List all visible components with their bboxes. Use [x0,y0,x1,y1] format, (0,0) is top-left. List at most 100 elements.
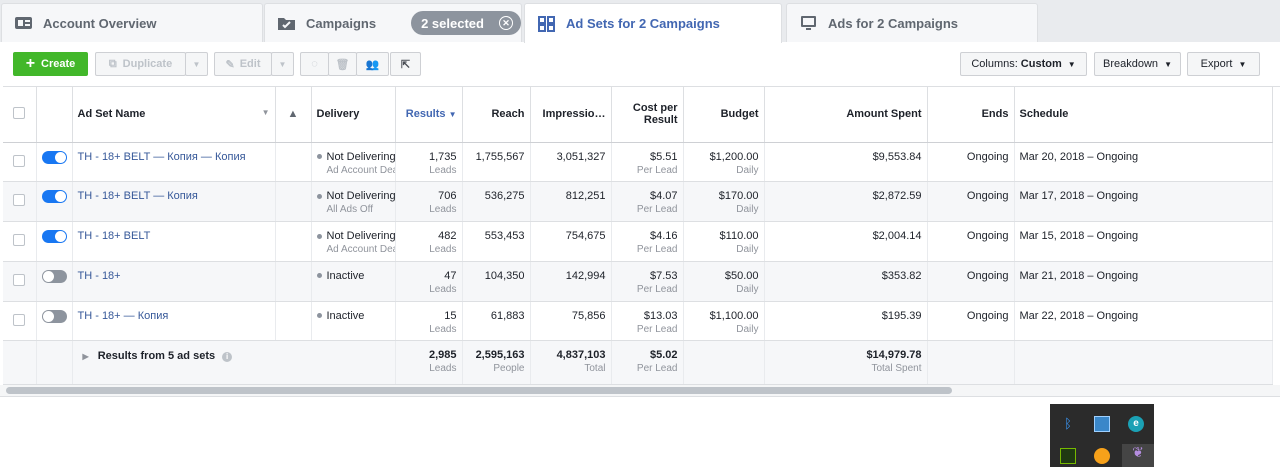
delivery-status: Inactive [326,269,365,282]
header-spent-label: Amount Spent [846,108,922,121]
budget-value: $1,200.00 [709,150,759,163]
selected-count-badge[interactable]: 2 selected ✕ [411,11,521,35]
cost-cell: $13.03 Per Lead [611,301,684,342]
clear-selection-icon[interactable]: ✕ [499,16,513,30]
tab-campaigns[interactable]: Campaigns 2 selected ✕ [264,3,522,42]
table-row[interactable]: TH - 18+ — Копия Inactive 15 Leads 61,883 75,… [3,301,1273,342]
cost-value: $13.03 [643,309,678,322]
preview-button[interactable]: ⇱ [390,52,421,76]
select-all-checkbox[interactable] [13,106,26,119]
header-delivery-label: Delivery [316,108,360,121]
ad-set-name-link[interactable]: TH - 18+ [77,269,121,282]
ad-set-name-link[interactable]: TH - 18+ BELT — Копия [77,190,198,203]
bluetooth-icon[interactable]: ᛒ [1064,416,1072,431]
ad-set-name-link[interactable]: TH - 18+ BELT [77,230,151,243]
export-button[interactable]: Export ▼ [1187,52,1260,76]
spent-cell: $2,872.59 [764,181,928,223]
ad-set-status-toggle[interactable] [41,230,67,244]
table-row[interactable]: TH - 18+ Inactive 47 Leads 104,350 142,994 $7.… [3,261,1273,302]
delivery-status: Not Delivering [326,150,395,163]
header-amount-spent[interactable]: Amount Spent [764,87,928,143]
table-row[interactable]: TH - 18+ BELT Not Delivering Ad Account De… [3,221,1273,262]
budget-cell[interactable]: $1,200.00 Daily [683,142,765,183]
tab-bar: Account Overview Campaigns 2 selected ✕ … [0,0,1280,43]
paint-app-icon[interactable] [1094,448,1110,464]
ad-set-status-toggle[interactable] [41,150,67,164]
results-value: 1,735 [428,150,457,163]
table-row[interactable]: TH - 18+ BELT — Копия — Копия Not Deliver… [3,142,1273,183]
warning-cell [275,301,312,342]
ad-set-status-toggle[interactable] [41,309,67,323]
row-checkbox[interactable] [13,273,26,286]
header-ad-set-name[interactable]: Ad Set Name ▼ [72,87,276,143]
budget-cell[interactable]: $170.00 Daily [683,181,765,223]
header-ends[interactable]: Ends [927,87,1015,143]
ad-set-name-link[interactable]: TH - 18+ — Копия [77,309,169,322]
totals-label-cell[interactable]: ▶ Results from 5 ad sets i [72,340,396,386]
reach-cell: 1,755,567 [462,142,531,183]
feather-app-icon[interactable]: ❦ [1122,444,1154,467]
header-budget[interactable]: Budget [683,87,765,143]
budget-cell[interactable]: $110.00 Daily [683,221,765,262]
row-checkbox[interactable] [13,313,26,326]
status-dot [316,193,322,199]
tab-ad-sets[interactable]: Ad Sets for 2 Campaigns [524,3,782,43]
ab-test-button[interactable]: 👥 [356,52,389,76]
row-checkbox[interactable] [13,154,26,167]
columns-button[interactable]: Columns: Custom ▼ [960,52,1087,76]
header-impressions-label: Impressio… [542,108,606,121]
delete-button[interactable]: 🗑 [328,52,357,76]
row-checkbox[interactable] [13,234,26,247]
reach-value: 1,755,567 [475,150,525,163]
selected-count-label: 2 selected [421,15,484,31]
schedule-value: Mar 21, 2018 – Ongoing [1019,269,1139,282]
ad-set-status-toggle[interactable] [41,269,67,283]
impressions-value: 142,994 [565,269,606,282]
header-ends-label: Ends [981,108,1009,121]
toggle-status-button[interactable]: ◌ [300,52,329,76]
results-unit: Leads [429,164,457,176]
budget-unit: Daily [736,204,759,216]
totals-empty [36,340,73,386]
export-label: Export [1200,58,1233,70]
header-schedule[interactable]: Schedule [1014,87,1273,143]
edit-button[interactable]: ✎ Edit [214,52,272,76]
breakdown-button[interactable]: Breakdown ▼ [1094,52,1181,76]
header-impressions[interactable]: Impressio… [530,87,612,143]
cost-unit: Per Lead [636,244,678,256]
ad-set-status-toggle[interactable] [41,190,67,204]
preview-icon: ⇱ [400,58,411,71]
tab-ads[interactable]: Ads for 2 Campaigns [786,3,1038,42]
nvidia-icon[interactable] [1060,448,1076,464]
edit-dropdown[interactable]: ▼ [271,52,294,76]
budget-cell[interactable]: $1,100.00 Daily [683,301,765,342]
results-value: 706 [438,190,457,203]
header-cost-per-result[interactable]: Cost per Result [611,87,684,143]
cost-unit: Per Lead [636,204,678,216]
network-monitor-icon[interactable] [1094,416,1110,432]
totals-cost-unit: Per Lead [636,363,678,375]
header-results[interactable]: Results ▼ [395,87,463,143]
create-button[interactable]: + Create [13,52,88,76]
header-delivery[interactable]: Delivery [311,87,396,143]
header-cost-label-2: Result [643,114,678,127]
header-reach[interactable]: Reach [462,87,531,143]
cost-value: $7.53 [649,269,678,282]
header-warnings[interactable]: ▲ [275,87,312,143]
table-row[interactable]: TH - 18+ BELT — Копия Not Delivering All A… [3,181,1273,223]
ad-set-name-link[interactable]: TH - 18+ BELT — Копия — Копия [77,150,246,163]
schedule-value: Mar 17, 2018 – Ongoing [1019,190,1139,203]
toggle-knob [54,151,66,163]
duplicate-button[interactable]: ⧉ Duplicate [95,52,186,76]
horizontal-scrollbar-thumb[interactable] [6,387,952,394]
schedule-value: Mar 20, 2018 – Ongoing [1019,150,1139,163]
results-cell: 1,735 Leads [395,142,463,183]
budget-cell[interactable]: $50.00 Daily [683,261,765,302]
totals-results: 2,985 Leads [395,340,463,386]
header-budget-label: Budget [720,108,759,121]
browser-e-icon[interactable]: e [1128,416,1144,432]
tab-account-overview[interactable]: Account Overview [1,3,263,42]
duplicate-dropdown[interactable]: ▼ [185,52,208,76]
totals-results-value: 2,985 [428,349,457,362]
row-checkbox[interactable] [13,194,26,207]
